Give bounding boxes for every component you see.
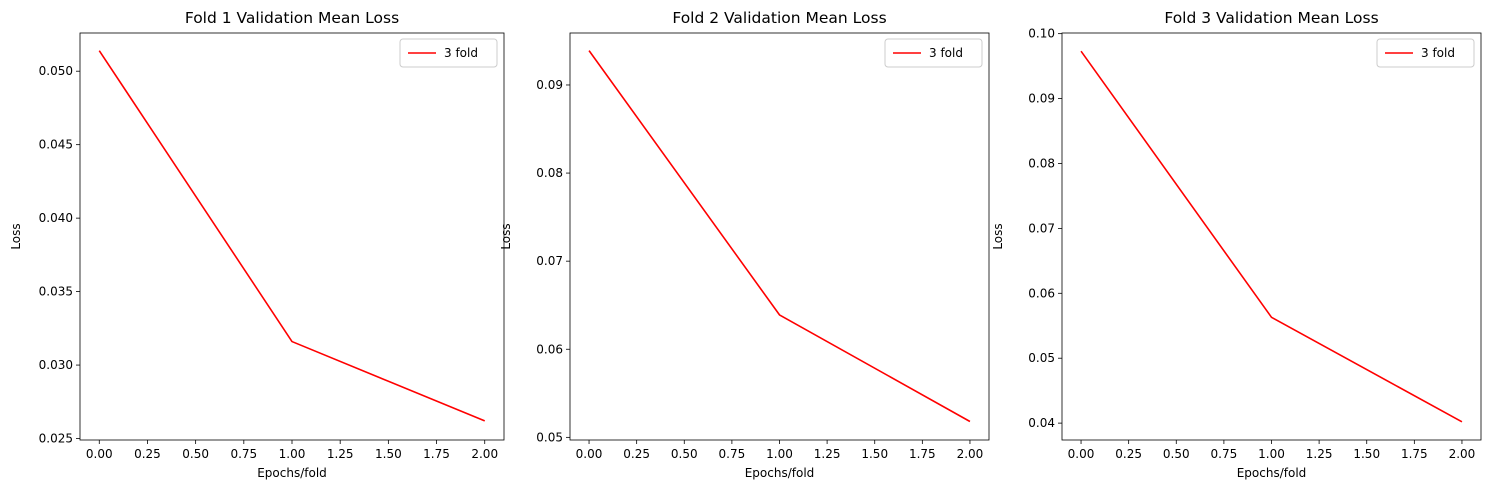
y-tick-label: 0.025 xyxy=(39,432,73,446)
legend: 3 fold xyxy=(884,38,983,68)
y-tick-label: 0.07 xyxy=(1028,221,1055,235)
x-tick-label: 1.75 xyxy=(909,447,936,461)
axes-frame xyxy=(569,32,990,441)
legend-label: 3 fold xyxy=(444,46,478,60)
x-tick-label: 1.00 xyxy=(766,447,793,461)
legend: 3 fold xyxy=(1376,38,1475,68)
x-tick-label: 0.25 xyxy=(1115,447,1142,461)
x-tick-label: 1.00 xyxy=(1258,447,1285,461)
legend-box xyxy=(1376,38,1475,68)
x-tick-label: 1.50 xyxy=(1353,447,1380,461)
y-tick-label: 0.09 xyxy=(536,78,563,92)
x-tick-label: 1.50 xyxy=(861,447,888,461)
chart-title: Fold 2 Validation Mean Loss xyxy=(672,9,886,27)
x-tick-label: 0.00 xyxy=(1068,447,1095,461)
x-tick-label: 0.75 xyxy=(230,447,257,461)
y-tick-label: 0.10 xyxy=(1028,27,1055,41)
legend: 3 fold xyxy=(399,38,498,68)
x-axis-label: Epochs/fold xyxy=(1237,466,1307,480)
x-axis-label: Epochs/fold xyxy=(745,466,815,480)
series-line xyxy=(588,50,971,423)
x-tick-label: 2.00 xyxy=(471,447,498,461)
x-tick-label: 0.75 xyxy=(719,447,746,461)
y-axis-label: Loss xyxy=(9,223,23,249)
x-tick-label: 0.25 xyxy=(623,447,650,461)
x-tick-label: 1.25 xyxy=(1306,447,1333,461)
x-tick-label: 0.75 xyxy=(1211,447,1238,461)
y-tick-label: 0.040 xyxy=(39,211,73,225)
y-tick-label: 0.035 xyxy=(39,285,73,299)
x-tick-label: 1.50 xyxy=(375,447,402,461)
y-tick-label: 0.04 xyxy=(1028,416,1055,430)
y-tick-label: 0.09 xyxy=(1028,92,1055,106)
y-tick-label: 0.05 xyxy=(1028,351,1055,365)
y-axis-label: Loss xyxy=(991,223,1005,249)
y-tick-label: 0.07 xyxy=(536,254,563,268)
x-tick-label: 1.25 xyxy=(814,447,841,461)
legend-box xyxy=(884,38,983,68)
legend-label: 3 fold xyxy=(929,46,963,60)
y-tick-label: 0.050 xyxy=(39,64,73,78)
y-tick-label: 0.06 xyxy=(536,342,563,356)
subplot-3: Fold 3 Validation Mean Loss 0.00 0.25 0.50 0… xyxy=(991,9,1482,480)
y-tick-label: 0.08 xyxy=(536,166,563,180)
axes-frame xyxy=(1061,32,1482,441)
legend-label: 3 fold xyxy=(1421,46,1455,60)
y-tick-label: 0.06 xyxy=(1028,286,1055,300)
x-tick-label: 0.00 xyxy=(576,447,603,461)
legend-box xyxy=(399,38,498,68)
y-tick-label: 0.05 xyxy=(536,430,563,444)
x-tick-label: 1.25 xyxy=(327,447,354,461)
y-tick-label: 0.045 xyxy=(39,138,73,152)
series-line xyxy=(1080,50,1463,423)
x-tick-label: 2.00 xyxy=(1449,447,1476,461)
x-tick-label: 2.00 xyxy=(957,447,984,461)
x-tick-label: 1.75 xyxy=(423,447,450,461)
y-tick-label: 0.08 xyxy=(1028,156,1055,170)
x-tick-label: 0.25 xyxy=(134,447,161,461)
series-line xyxy=(98,50,486,422)
axes-frame xyxy=(79,32,505,441)
chart-title: Fold 3 Validation Mean Loss xyxy=(1164,9,1378,27)
x-tick-label: 0.50 xyxy=(671,447,698,461)
x-tick-label: 0.00 xyxy=(86,447,113,461)
x-tick-label: 0.50 xyxy=(182,447,209,461)
subplot-1: Fold 1 Validation Mean Loss 0.00 0.25 0.50 0… xyxy=(9,9,505,480)
x-tick-label: 0.50 xyxy=(1163,447,1190,461)
y-tick-label: 0.030 xyxy=(39,358,73,372)
chart-title: Fold 1 Validation Mean Loss xyxy=(185,9,399,27)
subplot-2: Fold 2 Validation Mean Loss 0.00 0.25 0.50 0… xyxy=(499,9,990,480)
x-tick-label: 1.75 xyxy=(1401,447,1428,461)
x-axis-label: Epochs/fold xyxy=(257,466,327,480)
x-tick-label: 1.00 xyxy=(279,447,306,461)
y-axis-label: Loss xyxy=(499,223,513,249)
